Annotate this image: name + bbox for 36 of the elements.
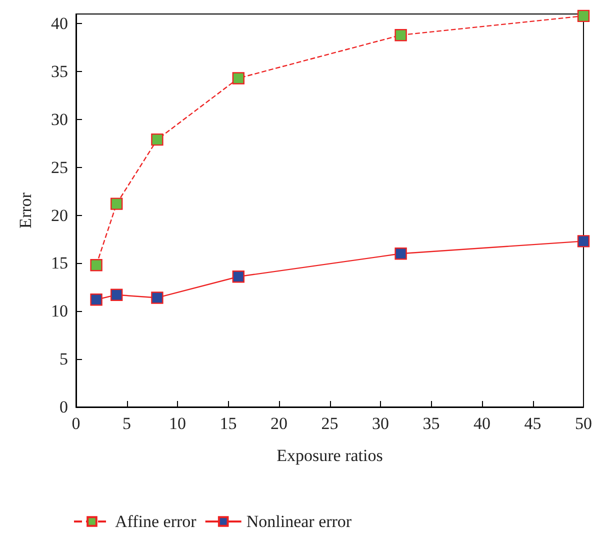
- point: [394, 248, 407, 260]
- x-tick-label: 10: [169, 414, 186, 433]
- x-tick-label: 25: [321, 414, 338, 433]
- y-tick-label: 5: [60, 350, 68, 369]
- point: [577, 235, 590, 248]
- y-tick-label: 10: [51, 302, 68, 321]
- x-tick-label: 0: [72, 414, 80, 433]
- point: [151, 133, 164, 146]
- x-tick-label: 20: [270, 414, 288, 433]
- x-tick-label: 35: [422, 414, 440, 433]
- y-tick-label: 20: [51, 206, 68, 225]
- point: [90, 294, 102, 306]
- y-axis-title: Error: [16, 192, 35, 228]
- point: [394, 28, 407, 42]
- x-tick-label: 15: [220, 414, 237, 433]
- point: [151, 292, 164, 304]
- point: [232, 270, 244, 283]
- x-tick-label: 50: [575, 414, 592, 433]
- y-tick-label: 35: [51, 62, 68, 82]
- y-tick-label: 40: [51, 14, 68, 34]
- legend-label: Affine error: [115, 512, 197, 531]
- x-tick-label: 30: [372, 414, 389, 433]
- legend-label: Nonlinear error: [246, 512, 352, 531]
- y-tick-label: 30: [51, 110, 68, 129]
- y-tick-label: 15: [51, 254, 68, 273]
- point: [110, 288, 123, 301]
- x-axis-title: Exposure ratios: [276, 446, 383, 465]
- point: [110, 198, 123, 210]
- x-tick-label: 40: [474, 414, 490, 433]
- y-tick-label: 0: [60, 398, 68, 416]
- y-tick-label: 25: [51, 158, 68, 177]
- point: [232, 72, 244, 84]
- point: [90, 259, 102, 272]
- point: [577, 10, 590, 22]
- x-tick-label: 5: [122, 414, 131, 433]
- x-tick-label: 45: [524, 414, 542, 433]
